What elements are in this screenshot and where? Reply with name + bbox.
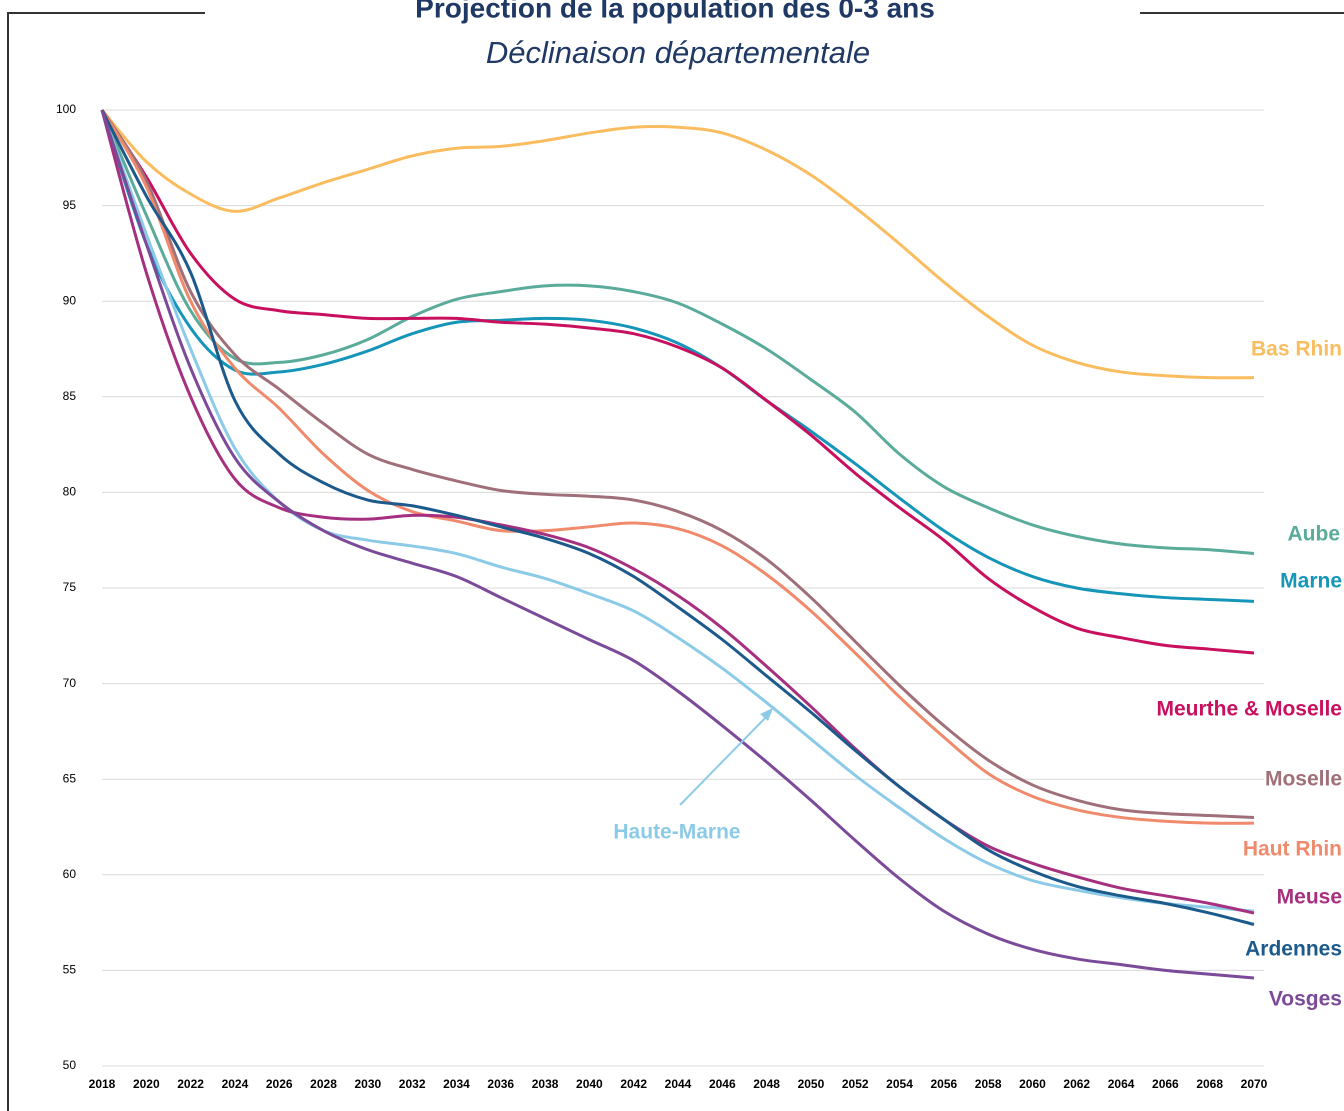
y-tick-label: 80 <box>63 485 77 499</box>
y-tick-label: 90 <box>63 293 77 307</box>
x-tick-label: 2064 <box>1108 1077 1135 1091</box>
x-tick-label: 2030 <box>354 1077 381 1091</box>
x-tick-label: 2024 <box>222 1077 249 1091</box>
series-line <box>100 109 1255 380</box>
x-tick-label: 2048 <box>753 1077 780 1091</box>
y-tick-label: 50 <box>63 1058 77 1072</box>
x-tick-label: 2032 <box>399 1077 426 1091</box>
x-tick-label: 2028 <box>310 1077 337 1091</box>
series-line <box>100 109 1255 915</box>
x-tick-label: 2044 <box>665 1077 692 1091</box>
chart-subtitle: Déclinaison départementale <box>486 35 870 70</box>
series-label: Aube <box>1288 523 1341 546</box>
x-tick-label: 2066 <box>1152 1077 1179 1091</box>
y-tick-label: 75 <box>63 580 77 594</box>
series-label: Marne <box>1280 570 1342 593</box>
annotation-arrow <box>679 711 772 806</box>
x-tick-label: 2038 <box>532 1077 559 1091</box>
series-line <box>100 109 1255 556</box>
x-tick-label: 2050 <box>798 1077 825 1091</box>
series-label: Meurthe & Moselle <box>1156 698 1342 721</box>
y-tick-label: 85 <box>63 389 77 403</box>
x-tick-label: 2040 <box>576 1077 603 1091</box>
x-tick-label: 2054 <box>886 1077 913 1091</box>
x-tick-label: 2056 <box>930 1077 957 1091</box>
series-line <box>100 109 1255 825</box>
y-tick-label: 100 <box>56 102 76 116</box>
series-label: Haute-Marne <box>613 821 740 844</box>
y-tick-label: 70 <box>63 676 77 690</box>
x-tick-label: 2026 <box>266 1077 293 1091</box>
y-tick-label: 65 <box>63 771 77 785</box>
series-label: Vosges <box>1269 988 1342 1011</box>
x-tick-label: 2046 <box>709 1077 736 1091</box>
series-line <box>100 109 1255 655</box>
series-label: Meuse <box>1277 886 1342 909</box>
series-label: Ardennes <box>1245 938 1342 961</box>
x-tick-label: 2060 <box>1019 1077 1046 1091</box>
x-tick-label: 2020 <box>133 1077 160 1091</box>
x-tick-label: 2042 <box>620 1077 647 1091</box>
x-tick-label: 2036 <box>487 1077 514 1091</box>
frame <box>7 12 205 1111</box>
x-tick-label: 2058 <box>975 1077 1002 1091</box>
y-tick-label: 60 <box>63 867 77 881</box>
y-tick-label: 95 <box>63 198 77 212</box>
x-tick-label: 2022 <box>177 1077 204 1091</box>
x-tick-label: 2070 <box>1241 1077 1268 1091</box>
chart-title: Projection de la population des 0-3 ans <box>415 0 935 23</box>
series-line <box>100 109 1255 603</box>
series-label: Haut Rhin <box>1243 838 1342 861</box>
series-label: Bas Rhin <box>1251 338 1342 361</box>
x-tick-label: 2068 <box>1196 1077 1223 1091</box>
series-line <box>100 109 1255 926</box>
annotation-arrowhead <box>760 708 773 721</box>
series-line <box>100 109 1255 913</box>
series-line <box>100 109 1255 980</box>
series-line <box>100 109 1255 819</box>
x-tick-label: 2052 <box>842 1077 869 1091</box>
series-label: Moselle <box>1265 768 1342 791</box>
y-tick-label: 55 <box>63 963 77 977</box>
x-tick-label: 2062 <box>1063 1077 1090 1091</box>
x-tick-label: 2018 <box>89 1077 116 1091</box>
x-tick-label: 2034 <box>443 1077 470 1091</box>
